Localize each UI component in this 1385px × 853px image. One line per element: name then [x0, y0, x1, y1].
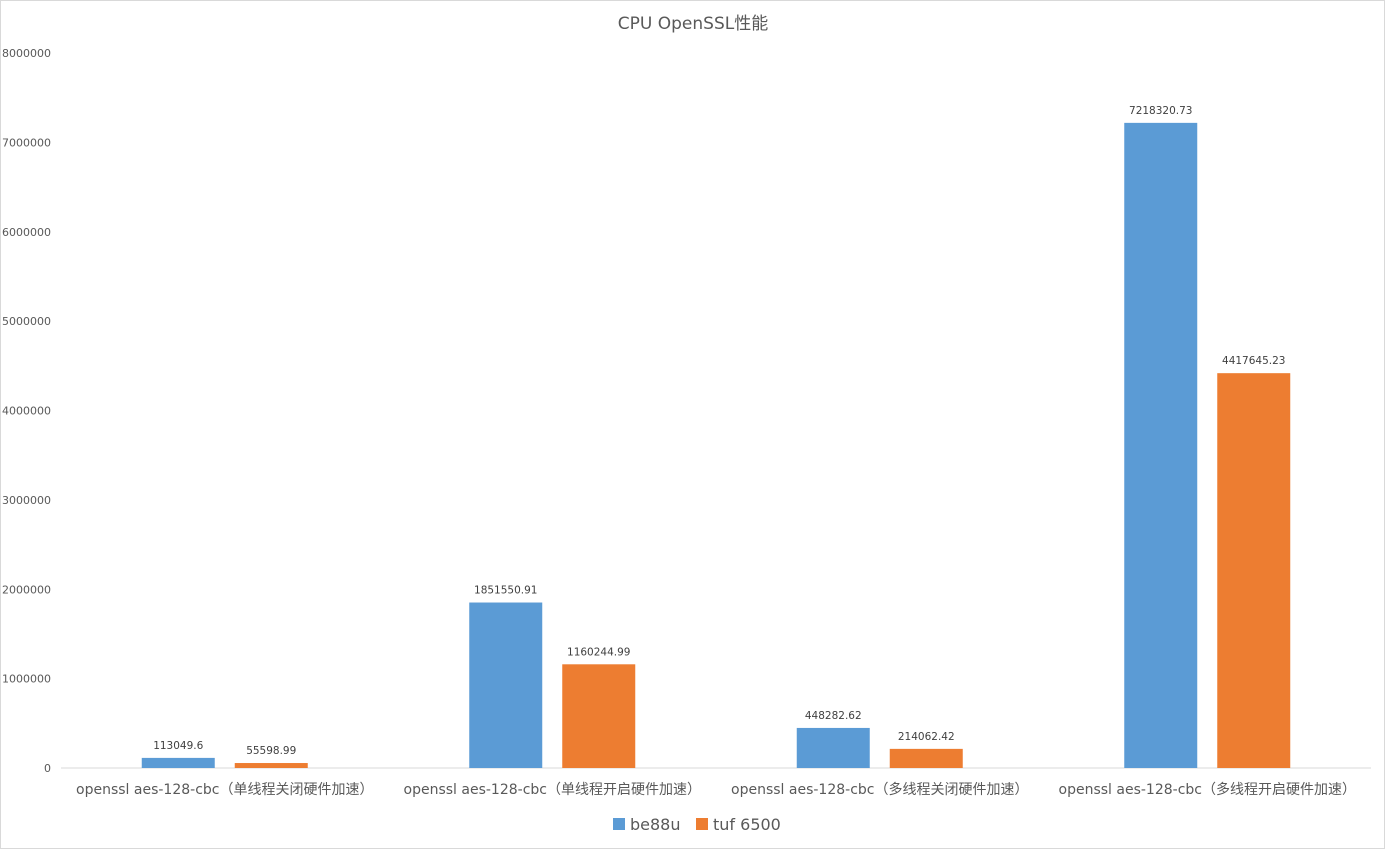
y-tick-label: 8000000	[2, 47, 51, 60]
data-label: 7218320.73	[1129, 105, 1192, 117]
y-tick-label: 3000000	[2, 494, 51, 507]
y-axis-tick-labels: 0 1000000 2000000 3000000 4000000 5000000 6000…	[2, 47, 51, 775]
chart-title: CPU OpenSSL性能	[618, 14, 768, 34]
y-tick-label: 2000000	[2, 583, 51, 596]
bar-be88u	[796, 727, 870, 768]
y-tick-label: 5000000	[2, 315, 51, 328]
x-tick-label: openssl aes-128-cbc（多线程开启硬件加速）	[1059, 781, 1356, 798]
data-label: 448282.62	[805, 710, 862, 722]
data-label: 4417645.23	[1222, 355, 1285, 367]
y-tick-label: 0	[44, 762, 51, 775]
data-label: 55598.99	[246, 745, 296, 757]
y-tick-label: 1000000	[2, 673, 51, 686]
bar-be88u	[1124, 122, 1198, 768]
legend: be88u tuf 6500	[613, 815, 781, 834]
bar-tuf-6500	[562, 664, 636, 768]
x-tick-label: openssl aes-128-cbc（单线程开启硬件加速）	[404, 782, 701, 798]
legend-swatch	[613, 818, 625, 830]
x-tick-label: openssl aes-128-cbc（多线程关闭硬件加速）	[731, 781, 1028, 798]
bar-tuf-6500	[1217, 373, 1291, 768]
data-label: 214062.42	[898, 731, 955, 743]
bar-tuf-6500	[234, 763, 308, 768]
legend-swatch	[696, 818, 708, 830]
data-labels-group: 113049.6 55598.99 1851550.91 1160244.99 4482…	[153, 105, 1285, 757]
legend-label: tuf 6500	[713, 815, 781, 834]
data-label: 1851550.91	[474, 585, 537, 597]
legend-label: be88u	[630, 815, 681, 834]
data-label: 113049.6	[153, 740, 203, 752]
y-tick-label: 4000000	[2, 405, 51, 418]
y-tick-label: 6000000	[2, 226, 51, 239]
x-axis-tick-labels: openssl aes-128-cbc（单线程关闭硬件加速） openssl ae…	[76, 781, 1356, 798]
bar-be88u	[469, 602, 543, 768]
y-tick-label: 7000000	[2, 136, 51, 149]
data-label: 1160244.99	[567, 646, 630, 658]
bar-be88u	[141, 757, 215, 768]
bars-group	[141, 122, 1291, 768]
x-tick-label: openssl aes-128-cbc（单线程关闭硬件加速）	[76, 782, 373, 798]
bar-tuf-6500	[889, 748, 963, 768]
